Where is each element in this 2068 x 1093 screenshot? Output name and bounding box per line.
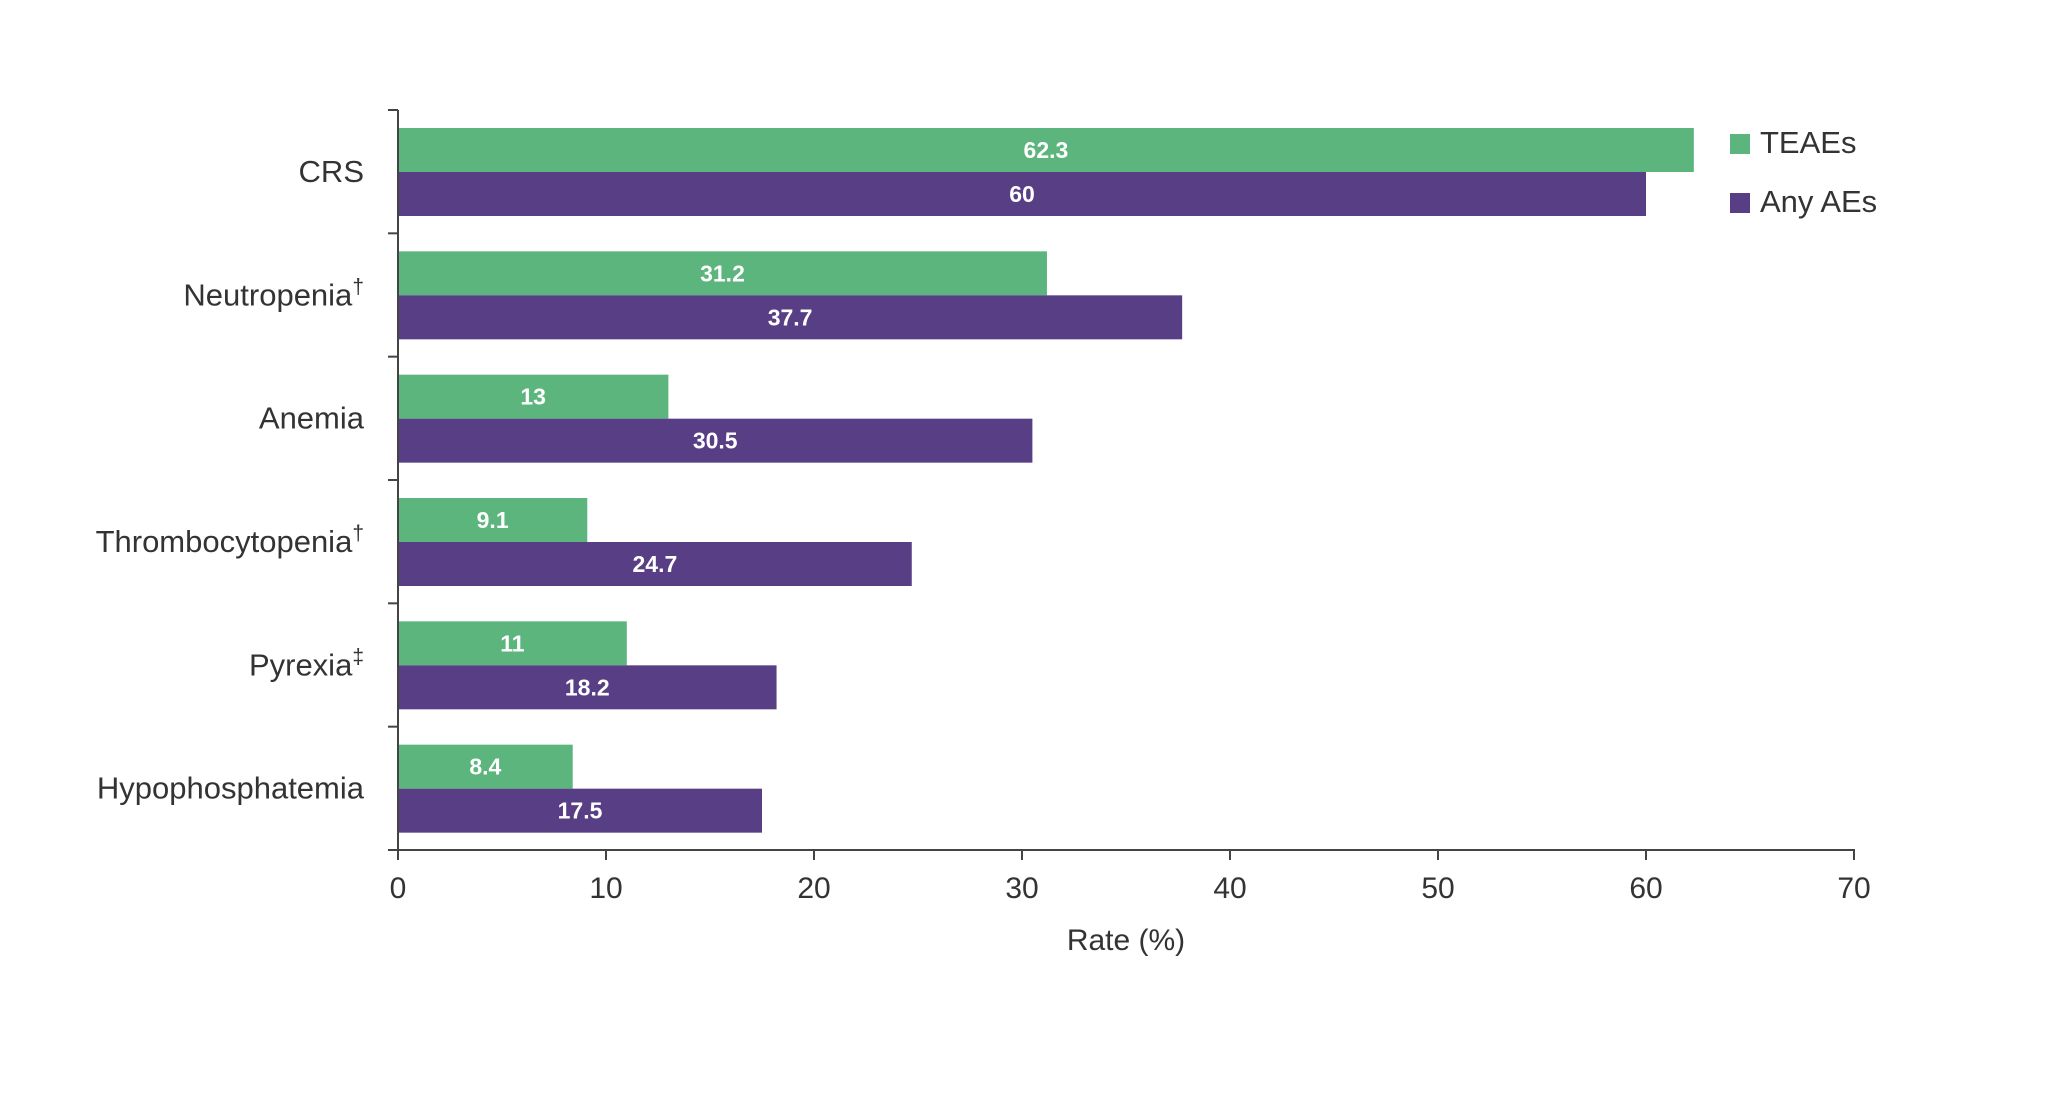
bar-value-label: 9.1	[477, 507, 509, 533]
x-tick-label: 60	[1629, 872, 1662, 905]
bar-value-label: 62.3	[1024, 137, 1069, 163]
bar-labels-layer: 62.3 60 31.2 37.7 13 30.5 9.1 24.7 11 18.2 8.4 17.5	[469, 137, 1068, 824]
category-label: CRS	[299, 154, 364, 189]
category-label: Pyrexia‡	[249, 645, 364, 682]
category-label: Hypophosphatemia	[97, 771, 365, 806]
bar-any-aes	[398, 418, 1033, 463]
bar-value-label: 18.2	[565, 674, 610, 700]
bar-value-label: 37.7	[768, 304, 813, 330]
bar-any-aes	[398, 172, 1646, 216]
x-tick-label: 30	[1005, 872, 1038, 905]
bar-value-label: 13	[520, 384, 546, 410]
x-tick-label: 40	[1213, 872, 1246, 905]
legend-label: TEAEs	[1760, 125, 1856, 160]
bar-teaes	[398, 621, 627, 666]
bar-value-label: 31.2	[700, 260, 745, 286]
category-label: Neutropenia†	[183, 275, 364, 312]
bar-any-aes	[398, 665, 777, 710]
bar-value-label: 11	[500, 630, 525, 656]
legend-swatch	[1730, 193, 1750, 213]
legend: TEAEs Any AEs	[1730, 125, 1877, 219]
category-label: Thrombocytopenia†	[96, 522, 364, 559]
category-labels: CRS Neutropenia† Anemia Thrombocytopenia† Py…	[96, 154, 365, 806]
bar-any-aes	[398, 295, 1183, 340]
x-tick-label: 10	[589, 872, 622, 905]
bar-any-aes	[398, 788, 762, 833]
bar-any-aes	[398, 542, 912, 586]
bar-teaes	[398, 128, 1694, 172]
x-tick-label: 50	[1421, 872, 1454, 905]
bar-value-label: 8.4	[469, 754, 501, 780]
bar-value-label: 17.5	[558, 798, 603, 824]
bar-teaes	[398, 498, 588, 542]
bar-value-label: 24.7	[632, 551, 677, 577]
bar-teaes	[398, 251, 1047, 296]
x-tick-label: 70	[1837, 872, 1870, 905]
x-tick-label: 20	[797, 872, 830, 905]
bar-teaes	[398, 744, 573, 789]
x-tick-label: 0	[390, 872, 407, 905]
x-tick-labels: 0 10 20 30 40 50 60 70	[390, 872, 1871, 905]
legend-swatch	[1730, 134, 1750, 154]
bar-value-label: 60	[1009, 181, 1035, 207]
axes-layer	[388, 109, 1855, 860]
bars-layer	[398, 128, 1694, 833]
bar-teaes	[398, 374, 669, 419]
category-label: Anemia	[259, 401, 365, 436]
x-axis-title: Rate (%)	[1067, 924, 1185, 957]
legend-label: Any AEs	[1760, 184, 1877, 219]
bar-value-label: 30.5	[693, 428, 738, 454]
